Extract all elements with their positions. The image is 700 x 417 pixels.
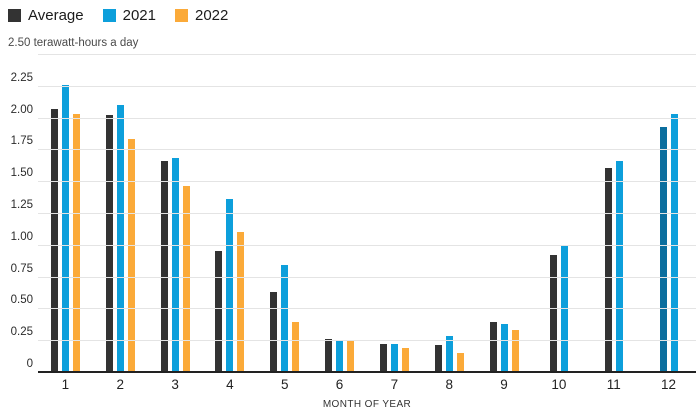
x-tick-label-9: 9 (500, 377, 508, 392)
bar-average-month-12 (659, 127, 667, 372)
gridline-0.25 (38, 340, 696, 341)
bar-group-month-4 (202, 54, 257, 372)
gridline-1 (38, 245, 696, 246)
legend-item-2022: 2022 (174, 7, 229, 24)
bar-average-month-9 (489, 322, 497, 372)
gridline-2.5 (38, 54, 696, 55)
bar-groups (38, 54, 696, 372)
y-tick-label-0: 0 (26, 358, 33, 370)
bar-group-month-12 (641, 54, 696, 372)
bar-2022-month-9 (511, 330, 519, 372)
gridline-1.75 (38, 149, 696, 150)
gridline-1.25 (38, 213, 696, 214)
legend-swatch-icon (102, 9, 116, 22)
y-tick-label-2.25: 2.25 (10, 72, 33, 84)
bar-2021-month-11 (615, 161, 623, 372)
bar-group-month-7 (367, 54, 422, 372)
x-tick-label-3: 3 (171, 377, 179, 392)
legend-item-average: Average (8, 7, 84, 24)
x-axis-title: MONTH OF YEAR (322, 399, 412, 410)
gridline-0.75 (38, 277, 696, 278)
bar-2021-month-9 (500, 324, 508, 372)
bar-2021-month-12 (670, 114, 678, 372)
x-tick-label-7: 7 (390, 377, 399, 392)
bar-2022-month-4 (237, 232, 245, 372)
bar-2022-month-3 (182, 186, 190, 372)
y-tick-label-1.00: 1.00 (10, 231, 33, 243)
bar-2022-month-2 (127, 139, 135, 372)
bar-group-month-1 (38, 54, 93, 372)
x-tick-label-6: 6 (335, 377, 344, 392)
y-tick-label-0.50: 0.50 (10, 294, 33, 306)
legend-label: Average (28, 7, 84, 24)
y-tick-label-0.25: 0.25 (10, 326, 33, 338)
legend: Average 2021 2022 (8, 7, 247, 24)
bar-average-month-6 (325, 339, 333, 372)
bar-group-month-11 (586, 54, 641, 372)
x-tick-label-11: 11 (606, 377, 621, 392)
x-tick-label-1: 1 (61, 377, 70, 392)
bar-group-month-5 (257, 54, 312, 372)
y-tick-label-2.00: 2.00 (10, 104, 33, 116)
bar-2022-month-7 (401, 348, 409, 372)
legend-item-2021: 2021 (102, 7, 156, 24)
bar-2021-month-6 (336, 340, 344, 372)
x-tick-label-10: 10 (551, 377, 567, 392)
legend-label: 2022 (194, 7, 229, 24)
bar-group-month-8 (422, 54, 477, 372)
bar-2022-month-6 (347, 341, 355, 372)
gridline-2 (38, 118, 696, 119)
axis-top-label: 2.50 terawatt-hours a day (8, 37, 139, 49)
bar-group-month-3 (148, 54, 203, 372)
bar-average-month-10 (549, 255, 557, 372)
bar-2021-month-7 (390, 344, 398, 372)
bar-2021-month-1 (61, 85, 69, 372)
y-tick-label-1.50: 1.50 (10, 167, 33, 179)
x-tick-label-12: 12 (661, 377, 677, 392)
x-tick-label-8: 8 (445, 377, 453, 392)
bar-group-month-9 (477, 54, 532, 372)
x-tick-label-5: 5 (280, 377, 289, 392)
bar-group-month-2 (93, 54, 148, 372)
x-tick-label-2: 2 (116, 377, 124, 392)
x-axis-line (38, 371, 696, 373)
legend-swatch-icon (8, 9, 21, 22)
gridline-0.5 (38, 308, 696, 309)
y-tick-label-1.25: 1.25 (10, 199, 33, 211)
y-tick-label-0.75: 0.75 (10, 263, 33, 275)
bar-average-month-7 (379, 344, 387, 372)
bar-2022-month-1 (72, 114, 80, 372)
bar-average-month-2 (105, 115, 113, 372)
bar-average-month-8 (434, 345, 442, 372)
bar-average-month-1 (50, 109, 58, 372)
bar-2022-month-8 (456, 353, 464, 372)
x-tick-labels: 1 2 3 4 5 6 7 8 9 10 11 12 (38, 377, 696, 392)
bar-average-month-5 (270, 292, 278, 372)
bar-average-month-3 (160, 161, 168, 372)
x-tick-label-4: 4 (226, 377, 234, 392)
gridline-1.5 (38, 181, 696, 182)
legend-label: 2021 (122, 7, 156, 24)
bar-2022-month-5 (292, 322, 300, 372)
bar-average-month-4 (215, 251, 223, 372)
bar-2021-month-2 (116, 105, 124, 372)
bar-2021-month-4 (226, 199, 234, 372)
legend-swatch-icon (174, 9, 188, 22)
plot-area (38, 54, 696, 372)
y-tick-label-1.75: 1.75 (10, 135, 33, 147)
bar-group-month-6 (312, 54, 367, 372)
bar-average-month-11 (604, 168, 612, 372)
bar-2021-month-8 (445, 336, 453, 372)
gridline-2.25 (38, 86, 696, 87)
bar-2021-month-5 (281, 265, 289, 372)
bar-2021-month-3 (171, 158, 179, 372)
